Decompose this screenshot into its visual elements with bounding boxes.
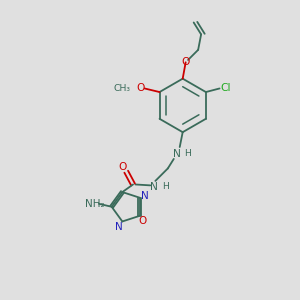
Text: O: O — [118, 162, 127, 172]
Text: N: N — [116, 222, 123, 232]
Text: N: N — [173, 148, 181, 159]
Text: Cl: Cl — [220, 83, 231, 94]
Text: N: N — [150, 182, 158, 192]
Text: N: N — [141, 191, 149, 201]
Text: NH₂: NH₂ — [85, 199, 104, 209]
Text: O: O — [136, 83, 145, 94]
Text: H: H — [184, 149, 191, 158]
Text: O: O — [182, 57, 190, 67]
Text: O: O — [139, 216, 147, 226]
Text: H: H — [162, 182, 169, 191]
Text: CH₃: CH₃ — [114, 84, 130, 93]
